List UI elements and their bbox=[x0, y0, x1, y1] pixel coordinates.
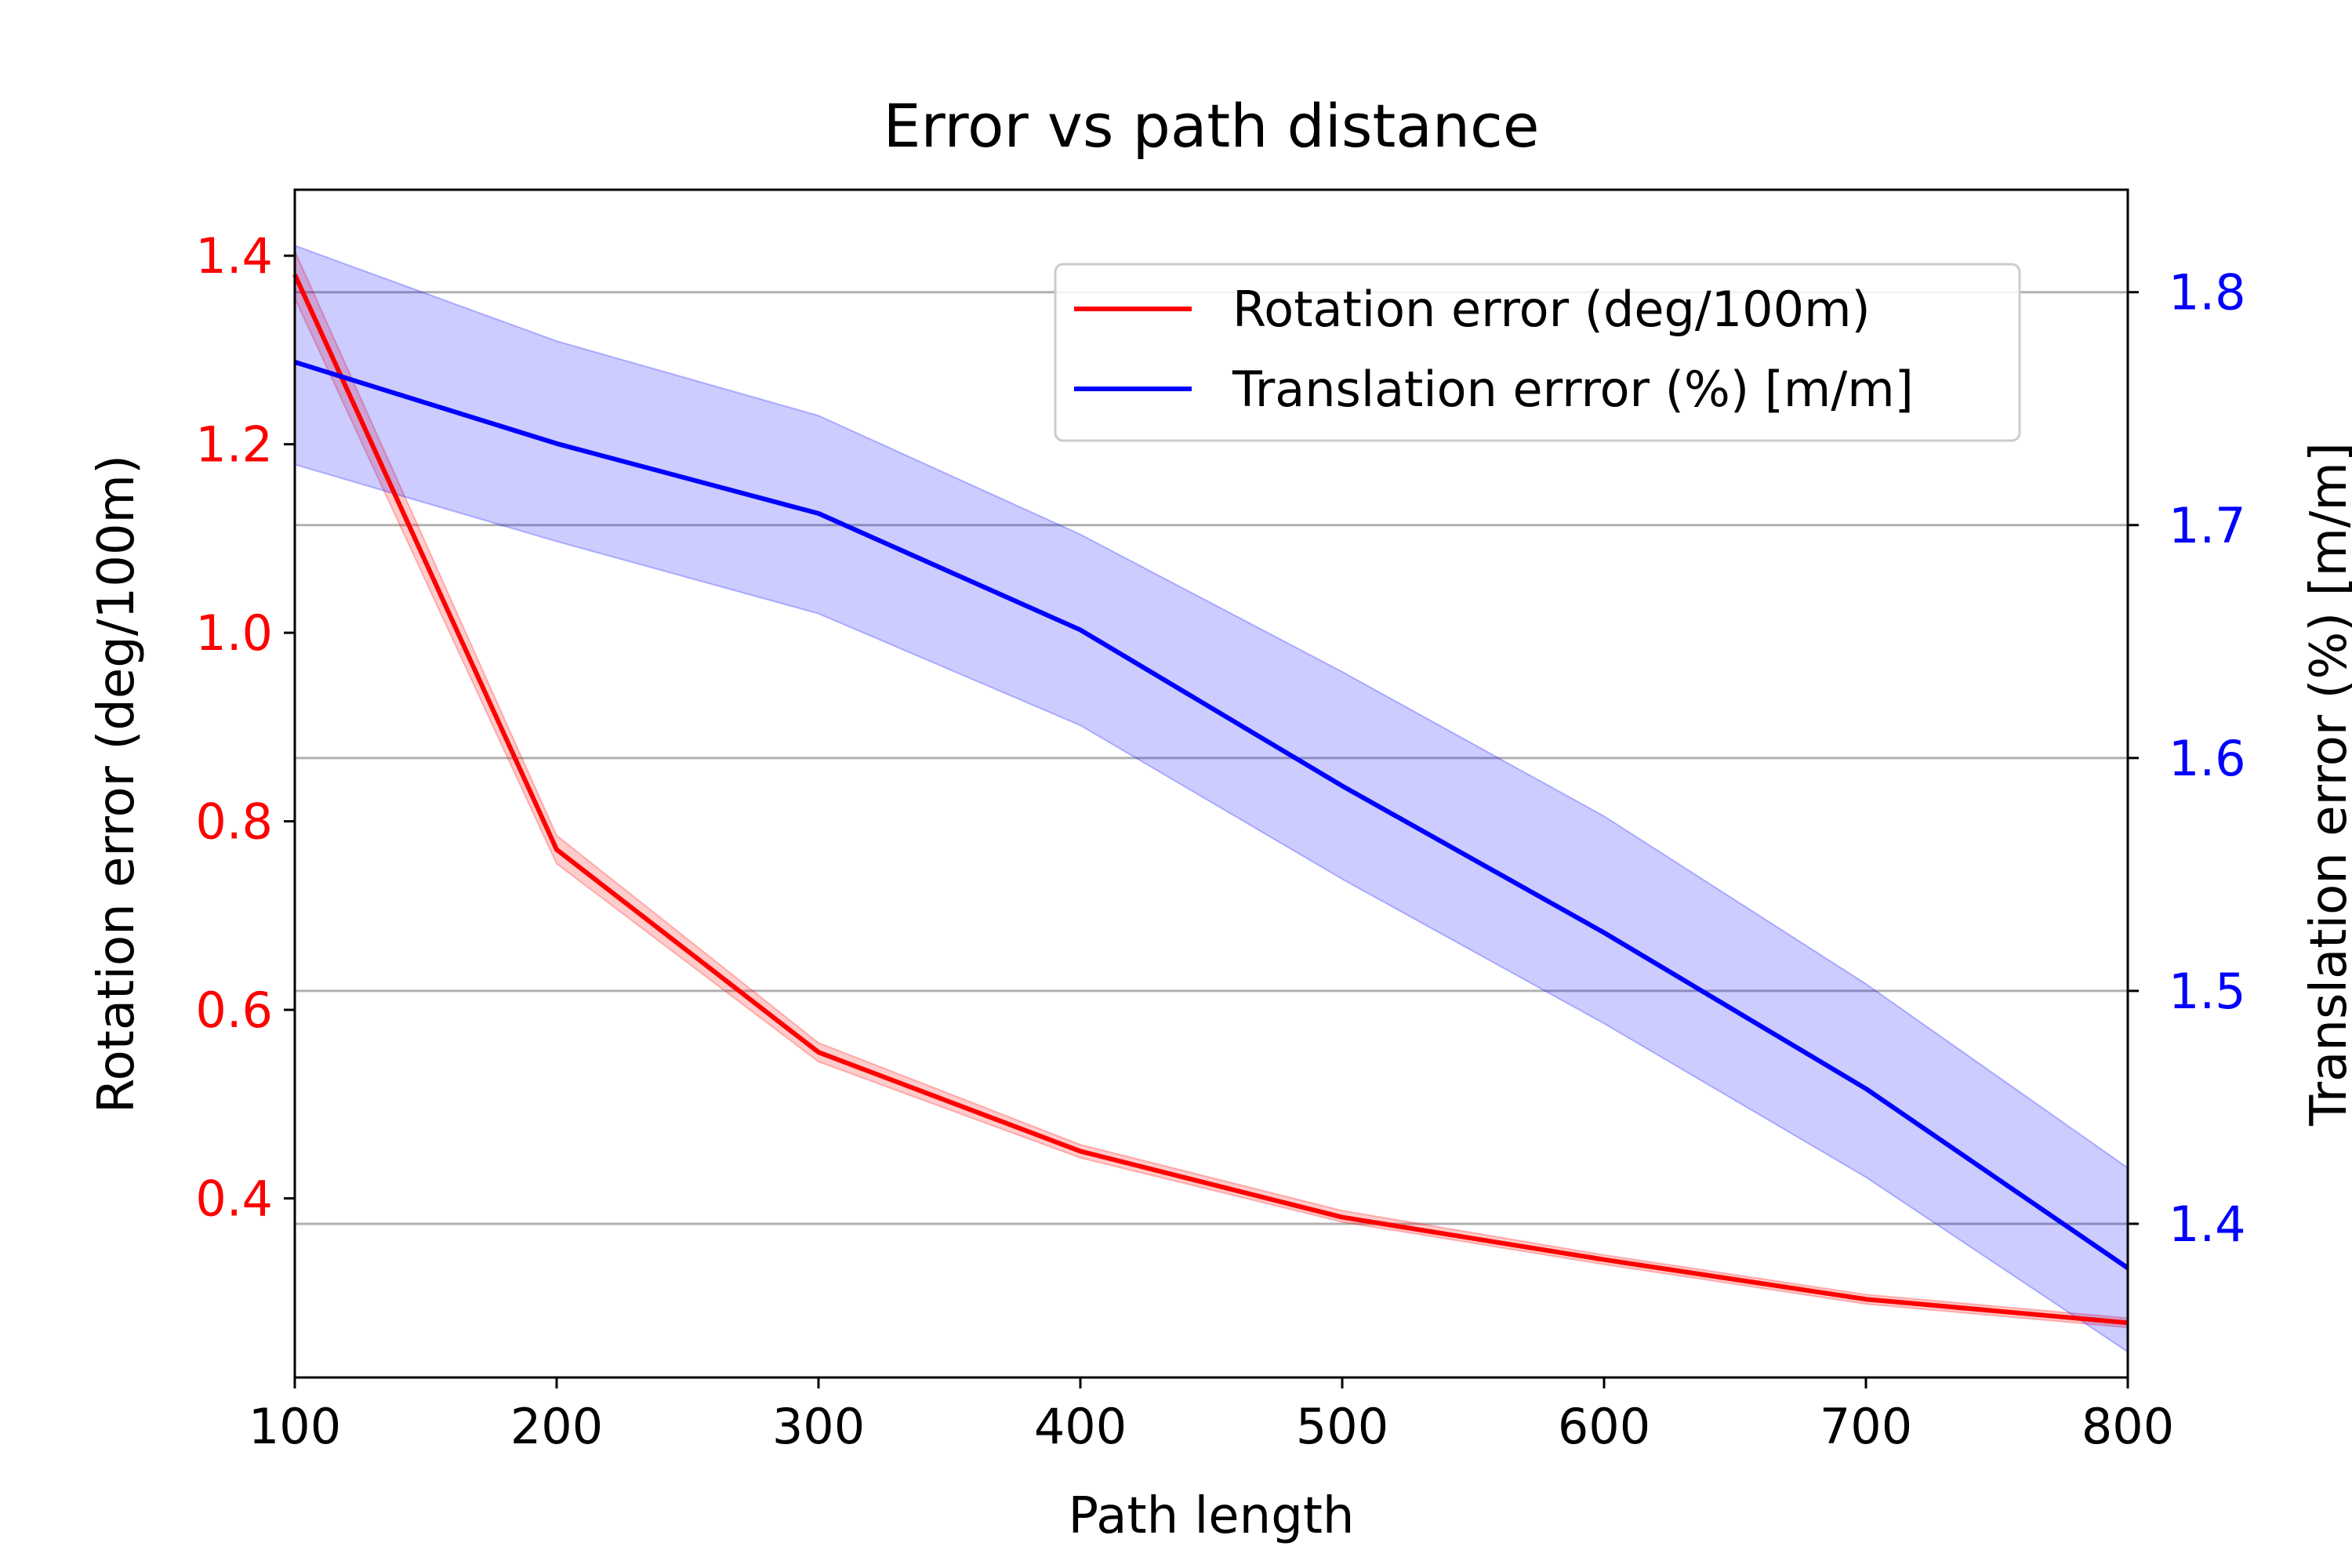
legend-label-translation: Translation errror (%) [m/m] bbox=[1232, 361, 1914, 418]
x-tick-label: 400 bbox=[1034, 1398, 1127, 1455]
y-right-tick-label: 1.8 bbox=[2169, 264, 2246, 321]
plot-frame bbox=[293, 188, 2129, 1379]
line-series-0 bbox=[292, 273, 2129, 1326]
y-left-tick-label: 1.0 bbox=[195, 604, 273, 662]
x-tick-label: 800 bbox=[2082, 1398, 2174, 1455]
x-tick-label: 200 bbox=[510, 1398, 603, 1455]
y-right-tick-label: 1.4 bbox=[2169, 1196, 2246, 1253]
y-right-tick-label: 1.7 bbox=[2169, 497, 2246, 554]
y-right-tick-label: 1.6 bbox=[2169, 730, 2246, 787]
x-tick-label: 600 bbox=[1558, 1398, 1650, 1455]
y-left-tick-label: 0.4 bbox=[195, 1171, 273, 1228]
y-axis-left-label: Rotation error (deg/100m) bbox=[88, 455, 146, 1113]
y-left-tick-label: 1.2 bbox=[195, 416, 273, 474]
x-tick-label: 100 bbox=[249, 1398, 341, 1455]
y-axis-right-label: Translation error (%) [m/m] bbox=[2300, 442, 2352, 1127]
x-axis-label: Path length bbox=[1069, 1487, 1355, 1545]
y-left-tick-label: 0.6 bbox=[195, 982, 273, 1039]
x-tick-label: 500 bbox=[1296, 1398, 1388, 1455]
x-tick-label: 700 bbox=[1820, 1398, 1912, 1455]
chart-title: Error vs path distance bbox=[883, 91, 1539, 161]
y-axis-right: 1.4 1.5 1.6 1.7 1.8 bbox=[2128, 264, 2246, 1253]
y-left-tick-label: 1.4 bbox=[195, 227, 273, 285]
legend-label-rotation: Rotation error (deg/100m) bbox=[1232, 281, 1871, 338]
y-right-tick-label: 1.5 bbox=[2169, 963, 2246, 1020]
x-axis: 100 200 300 400 500 600 700 800 bbox=[249, 1377, 2174, 1455]
series-lines bbox=[292, 273, 2129, 1326]
y-axis-left: 0.4 0.6 0.8 1.0 1.2 1.4 bbox=[195, 227, 295, 1228]
x-tick-label: 300 bbox=[772, 1398, 865, 1455]
y-left-tick-label: 0.8 bbox=[195, 793, 273, 851]
legend-box bbox=[1054, 263, 2021, 442]
legend: Rotation error (deg/100m) Translation er… bbox=[1054, 263, 2021, 442]
line-series-1 bbox=[294, 359, 2129, 1270]
